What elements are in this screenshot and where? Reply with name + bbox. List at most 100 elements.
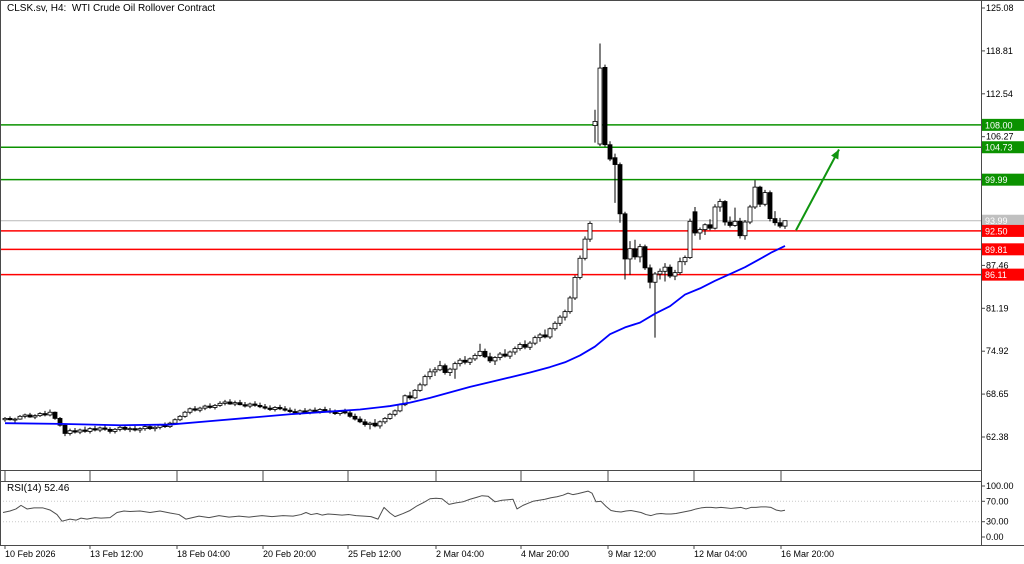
bull-candle [212,404,218,408]
bear-candle [72,430,78,433]
bull-candle [142,426,148,430]
bull-candle [367,422,373,425]
rsi-tick-label: 30.00 [986,517,1009,527]
bull-candle [477,350,483,356]
bear-candle [407,395,413,399]
bear-candle [487,356,493,362]
bear-candle [347,412,353,417]
bull-candle [527,342,533,348]
bull-candle [187,408,193,413]
bull-candle [742,221,748,237]
bull-candle [152,426,158,430]
bull-candle [512,348,518,353]
bull-candle [472,355,478,360]
bear-candle [287,409,293,412]
bull-candle [557,316,563,324]
bull-candle [717,201,723,208]
bear-candle [777,222,783,227]
bull-candle [592,121,598,126]
price-tick-label: 68.65 [986,389,1009,399]
bull-candle [447,368,453,373]
bull-candle [247,403,253,407]
price-badge [982,243,1024,256]
price-badge-label: 89.81 [985,245,1008,255]
price-badge [982,141,1024,154]
bear-candle [542,334,548,338]
trend-arrow-head[interactable] [831,149,839,160]
bull-candle [427,371,433,378]
bull-candle [747,206,753,223]
bear-candle [147,426,153,430]
rsi-tick-label: 70.00 [986,496,1009,506]
price-badge-label: 92.50 [985,226,1008,236]
bull-candle [432,369,438,373]
bull-candle [517,344,523,350]
bull-candle [657,270,663,275]
chart-title: CLSK.sv, H4: WTI Crude Oil Rollover Cont… [7,3,216,14]
bull-candle [687,220,693,258]
bear-candle [667,266,673,277]
bear-candle [107,428,113,432]
bull-candle [627,248,633,260]
date-label: 18 Feb 04:00 [177,549,230,559]
bull-candle [397,404,403,412]
bear-candle [607,144,613,160]
bull-candle [732,220,738,226]
bull-candle [412,389,418,399]
bull-candle [67,430,73,434]
bear-candle [62,424,68,434]
bear-candle [502,353,508,357]
bull-candle [662,266,668,272]
bear-candle [322,409,328,412]
bull-candle [507,351,513,357]
bear-candle [237,402,243,406]
price-badge-label: 108.00 [985,120,1013,130]
date-label: 12 Mar 04:00 [694,549,747,559]
bull-candle [17,415,23,420]
bull-candle [217,402,223,406]
price-tick-label: 106.27 [986,132,1014,142]
bear-candle [737,220,743,237]
price-badge [982,268,1024,281]
bear-candle [357,418,363,423]
date-label: 10 Feb 2026 [5,549,56,559]
bear-candle [302,410,308,413]
bear-candle [242,404,248,407]
bull-candle [497,353,503,358]
bear-candle [252,403,258,406]
bear-candle [342,411,348,414]
bull-candle [137,428,143,431]
bull-candle [492,357,498,362]
bull-candle [182,411,188,417]
price-badge [982,118,1024,131]
bull-candle [377,421,383,427]
bear-candle [27,414,33,418]
bull-candle [572,277,578,299]
bear-candle [647,267,653,283]
bear-candle [82,429,88,432]
bull-candle [672,272,678,277]
bear-candle [522,344,528,348]
bull-candle [577,257,583,278]
bear-candle [617,164,623,215]
bull-candle [597,67,603,145]
bull-candle [2,417,8,421]
trend-arrow[interactable] [795,149,840,231]
date-label: 4 Mar 20:00 [521,549,569,559]
bull-candle [117,426,123,430]
rsi-line [2,490,786,522]
bear-candle [7,417,13,421]
bull-candle [532,337,538,344]
bull-candle [392,410,398,415]
price-badge [982,173,1024,186]
price-tick-label: 62.38 [986,432,1009,442]
bear-candle [52,411,58,419]
date-label: 25 Feb 12:00 [348,549,401,559]
price-badge-label: 86.11 [985,270,1007,280]
bull-candle [97,427,103,431]
bear-candle [57,417,63,426]
bear-candle [192,408,198,411]
bull-candle [762,192,768,205]
price-badge-label: 104.73 [985,143,1013,153]
